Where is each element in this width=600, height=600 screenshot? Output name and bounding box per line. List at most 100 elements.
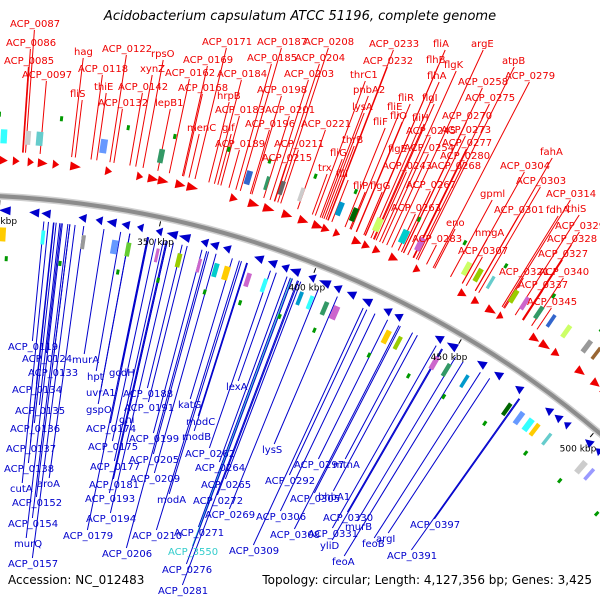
label-connector (381, 136, 431, 244)
cog-block-inner (541, 432, 553, 446)
reverse-gene-arrow (95, 216, 104, 226)
reverse-gene-arrow (362, 298, 374, 308)
cog-block-inner (459, 374, 470, 389)
gene-label: bhbA1 (318, 492, 350, 503)
map-title: Acidobacterium capsulatum ATCC 51196, co… (103, 9, 497, 24)
label-connector (108, 240, 167, 494)
cog-block-inner (392, 335, 403, 351)
forward-gene-arrow (262, 203, 275, 212)
label-connector (208, 101, 230, 183)
label-connector (386, 153, 429, 246)
label-connector (33, 222, 57, 424)
label-connector (208, 270, 271, 449)
gene-label: ACP_0328 (547, 234, 597, 245)
label-connector (332, 335, 418, 492)
rna-marker-inner (522, 450, 529, 456)
gene-label: ACP_0245 (406, 126, 456, 137)
label-connector (407, 135, 466, 256)
gene-label: ACP_0263 (391, 203, 441, 214)
gene-label: argE (471, 39, 494, 50)
label-connector (327, 49, 394, 221)
cog-block-outer (297, 187, 306, 202)
cog-block-inner (243, 272, 252, 288)
gene-label: thrB (342, 135, 363, 146)
forward-gene-arrow (37, 158, 48, 168)
label-connector (363, 191, 383, 236)
rna-marker-outer (503, 263, 509, 269)
label-connector (370, 81, 440, 239)
forward-gene-arrow (247, 198, 260, 207)
forward-gene-arrow (52, 159, 60, 169)
label-connector-lines (21, 29, 580, 586)
gene-label: ACP_0254 (404, 143, 454, 154)
gene-label: cutA (10, 484, 33, 495)
rna-marker-outer (353, 188, 359, 195)
rna-marker-inner (115, 269, 120, 275)
reverse-gene-arrow (346, 291, 358, 300)
label-connector (536, 307, 552, 330)
label-connector (168, 78, 190, 174)
forward-gene-arrow (185, 181, 199, 191)
reverse-gene-arrow (394, 313, 404, 322)
kbp-tick-label: 450 kbp (431, 353, 468, 363)
gene-label: ACP_0203 (284, 69, 334, 80)
label-connector (22, 48, 31, 153)
label-connector (239, 47, 282, 192)
reverse-gene-arrow (200, 238, 210, 248)
cog-block-inner (440, 362, 452, 378)
gene-label: thiE (94, 82, 113, 93)
gene-label: ACP_0085 (4, 56, 54, 67)
label-connector (38, 223, 61, 406)
label-connector (25, 223, 63, 539)
genome-backbone (0, 192, 600, 439)
gene-label: ACP_0162 (165, 68, 215, 79)
gene-label: ACP_0397 (410, 520, 460, 531)
reverse-gene-arrow (29, 208, 40, 218)
rna-marker-inner (237, 299, 243, 306)
label-connector (146, 244, 183, 389)
gene-label: ACP_0181 (89, 480, 139, 491)
forward-gene-arrow (311, 220, 324, 229)
gene-label: ACP_0270 (442, 111, 492, 122)
gene-label: ACP_0086 (6, 38, 56, 49)
reverse-gene-arrow (434, 335, 445, 344)
reverse-gene-arrow (494, 371, 505, 381)
reverse-gene-arrow (178, 234, 192, 243)
cog-block-inner (195, 258, 203, 273)
gene-label: ACP_0258 (458, 77, 508, 88)
label-connector (373, 372, 481, 539)
gene-label: ACP_0142 (118, 82, 168, 93)
gene-label: ACP_0087 (10, 19, 60, 30)
rna-marker-inner (441, 393, 447, 400)
rna-marker-outer (226, 146, 231, 153)
gene-label: ACP_0194 (86, 514, 136, 525)
gene-label: ACP_0187 (257, 37, 307, 48)
rna-marker-inner (482, 420, 488, 427)
label-connector (95, 231, 122, 372)
forward-gene-arrow (574, 365, 585, 375)
gene-label: ACP_0277 (442, 138, 492, 149)
rna-marker-outer (416, 216, 422, 223)
label-connector (193, 262, 248, 432)
label-connector (325, 145, 355, 220)
gene-label: hrpB (217, 91, 241, 102)
cog-block-inner (211, 262, 220, 278)
gene-label: ACP_0133 (28, 368, 78, 379)
forward-gene-arrow (69, 161, 81, 171)
reverse-gene-arrow (0, 206, 11, 216)
reverse-gene-arrow (595, 448, 600, 457)
kbp-tick-label: 350 kbp (137, 238, 174, 248)
gene-label: fliS (70, 89, 85, 100)
label-connector (22, 66, 29, 153)
forward-gene-arrow (174, 179, 186, 189)
reverse-gene-arrow (281, 264, 290, 273)
cog-block-inner (221, 265, 231, 281)
gene-label: ACP_0321 (499, 267, 549, 278)
forward-gene-arrow (484, 304, 496, 314)
cog-block-inner (109, 239, 119, 255)
label-connector (183, 93, 203, 177)
gene-label: argI (376, 534, 395, 545)
rna-marker-outer (126, 125, 131, 131)
label-connector (313, 325, 401, 494)
label-connector (109, 242, 174, 514)
